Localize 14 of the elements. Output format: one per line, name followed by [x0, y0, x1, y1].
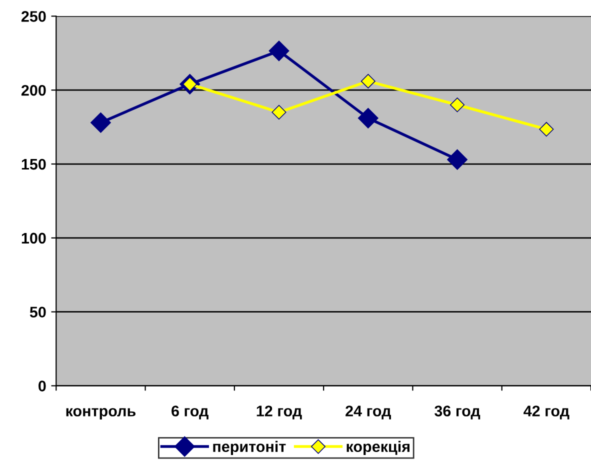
y-tick-label: 0 [38, 380, 46, 392]
legend-label: корекція [346, 440, 410, 456]
legend-label: перитоніт [213, 440, 286, 456]
x-tick-label: 12 год [256, 406, 302, 420]
x-tick-label: контроль [66, 408, 136, 420]
x-tick-label: 42 год [524, 406, 570, 420]
y-tick-label: 200 [21, 84, 46, 96]
x-tick-label: 24 год [346, 406, 391, 420]
y-tick-label: 50 [30, 306, 46, 318]
y-tick-label: 100 [22, 232, 46, 244]
x-tick-label: 36 год [434, 406, 480, 420]
y-tick-label: 150 [22, 158, 46, 170]
y-tick-label: 250 [21, 11, 46, 22]
x-tick-label: 6 год [172, 406, 208, 420]
